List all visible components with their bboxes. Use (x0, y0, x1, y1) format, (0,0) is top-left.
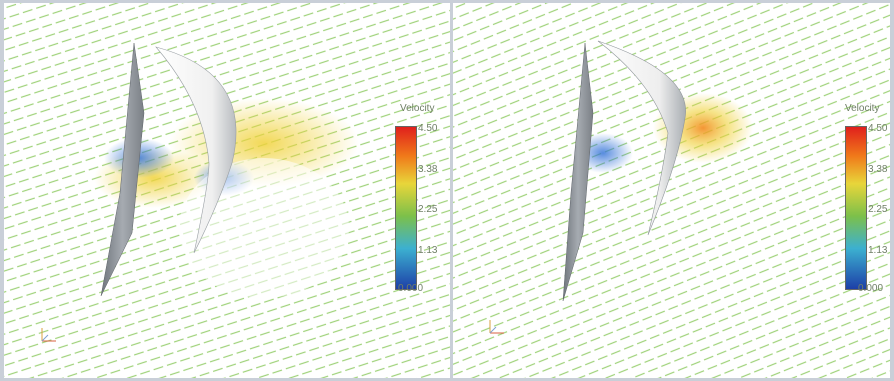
left-legend-label-min: 0.000 (398, 283, 424, 294)
right-flow-field (453, 3, 890, 378)
right-legend-label-4: 1.13 (868, 245, 888, 256)
right-legend-label-min: 0.000 (858, 283, 884, 294)
right-velocity-vectors (453, 3, 890, 378)
left-axis-triad (41, 328, 56, 342)
right-front-sail (562, 42, 594, 302)
left-color-legend-bar (395, 126, 417, 290)
right-legend-label-2: 3.38 (868, 164, 888, 175)
right-legend-label-3: 2.25 (868, 204, 888, 215)
left-simulation-panel: Velocity 4.50 3.38 2.25 1.13 0.000 (4, 3, 450, 378)
left-legend-title: Velocity (400, 103, 435, 114)
left-legend-label-3: 2.25 (418, 204, 438, 215)
right-legend-title: Velocity (845, 103, 880, 114)
left-wake-vortex (179, 158, 349, 298)
right-axis-triad (489, 320, 504, 334)
right-legend-label-max: 4.50 (868, 123, 888, 134)
right-rear-sail (597, 40, 686, 236)
right-color-legend-bar (845, 126, 867, 290)
left-legend-label-4: 1.13 (418, 245, 438, 256)
left-legend-label-2: 3.38 (418, 164, 438, 175)
left-flow-field (4, 3, 450, 378)
right-simulation-panel: Velocity 4.50 3.38 2.25 1.13 0.000 (453, 3, 890, 378)
left-legend-label-max: 4.50 (418, 123, 438, 134)
left-rear-sail (155, 46, 237, 254)
left-front-sail (100, 42, 145, 297)
